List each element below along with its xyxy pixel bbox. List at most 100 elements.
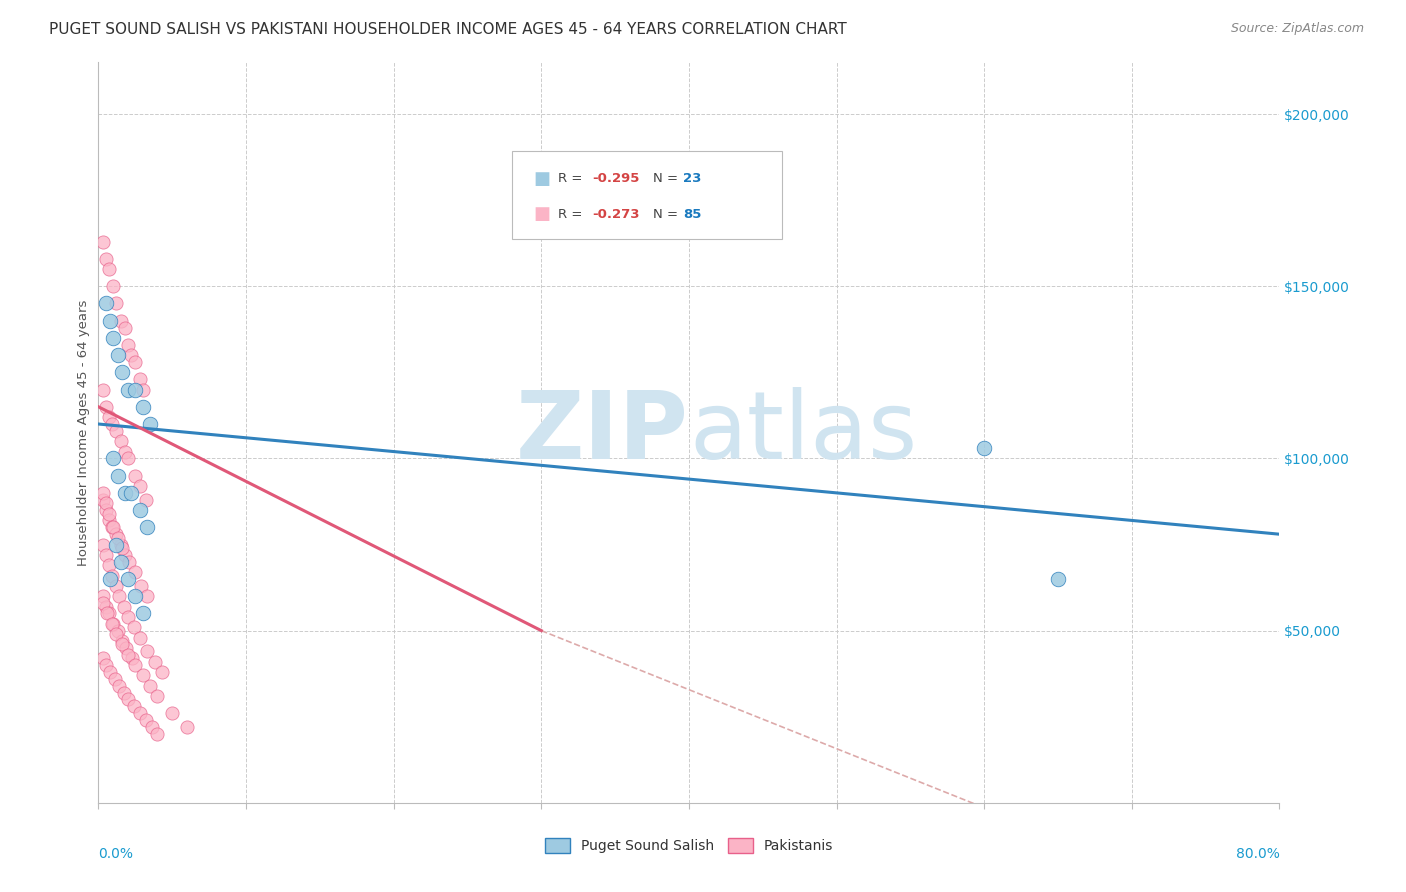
Point bbox=[114, 320, 136, 334]
Point bbox=[103, 451, 125, 466]
Point bbox=[117, 610, 139, 624]
Point bbox=[146, 689, 169, 703]
Point bbox=[128, 631, 150, 645]
Point bbox=[105, 537, 128, 551]
Point bbox=[1046, 572, 1070, 586]
Point bbox=[97, 507, 120, 521]
Point bbox=[91, 537, 114, 551]
Point bbox=[98, 572, 121, 586]
Point bbox=[94, 252, 117, 266]
Point bbox=[114, 486, 136, 500]
Point bbox=[91, 589, 114, 603]
Point bbox=[117, 648, 139, 662]
Point bbox=[136, 520, 159, 534]
Point bbox=[132, 607, 155, 621]
Point bbox=[107, 348, 129, 362]
Text: ■: ■ bbox=[533, 169, 550, 188]
Point bbox=[98, 314, 121, 328]
Point bbox=[973, 441, 995, 455]
Point bbox=[112, 599, 135, 614]
Point bbox=[111, 637, 134, 651]
Point bbox=[146, 727, 169, 741]
Point bbox=[135, 492, 157, 507]
Point bbox=[110, 314, 132, 328]
Point bbox=[141, 720, 163, 734]
Point bbox=[103, 331, 125, 345]
Point bbox=[103, 520, 125, 534]
Point bbox=[132, 383, 155, 397]
Point bbox=[117, 451, 139, 466]
Point bbox=[91, 596, 114, 610]
Point bbox=[132, 668, 155, 682]
Point bbox=[129, 579, 152, 593]
Text: R =: R = bbox=[558, 208, 586, 221]
Point bbox=[94, 658, 117, 673]
Point bbox=[124, 565, 146, 579]
Point bbox=[139, 679, 162, 693]
Point bbox=[132, 400, 155, 414]
Point bbox=[114, 444, 136, 458]
Point bbox=[105, 296, 128, 310]
Point bbox=[112, 685, 135, 699]
Point bbox=[124, 658, 146, 673]
Point bbox=[107, 531, 129, 545]
Text: 80.0%: 80.0% bbox=[1236, 847, 1279, 861]
Y-axis label: Householder Income Ages 45 - 64 years: Householder Income Ages 45 - 64 years bbox=[77, 300, 90, 566]
Legend: Puget Sound Salish, Pakistanis: Puget Sound Salish, Pakistanis bbox=[538, 833, 839, 859]
Point bbox=[110, 434, 132, 449]
Text: ■: ■ bbox=[533, 205, 550, 223]
Point bbox=[107, 468, 129, 483]
Point bbox=[124, 383, 146, 397]
Point bbox=[117, 692, 139, 706]
Point bbox=[100, 616, 122, 631]
Point bbox=[143, 655, 166, 669]
Point bbox=[128, 479, 150, 493]
Text: -0.273: -0.273 bbox=[592, 208, 640, 221]
Text: Source: ZipAtlas.com: Source: ZipAtlas.com bbox=[1230, 22, 1364, 36]
Point bbox=[94, 296, 117, 310]
Text: 0.0%: 0.0% bbox=[98, 847, 134, 861]
Point bbox=[110, 555, 132, 569]
Point bbox=[94, 599, 117, 614]
Point bbox=[105, 527, 128, 541]
Point bbox=[105, 627, 128, 641]
Point bbox=[111, 541, 134, 555]
Point bbox=[94, 400, 117, 414]
Point bbox=[117, 383, 139, 397]
Point bbox=[115, 640, 138, 655]
Text: ZIP: ZIP bbox=[516, 386, 689, 479]
Point bbox=[91, 235, 114, 249]
Point bbox=[100, 568, 122, 582]
Point bbox=[107, 624, 129, 638]
Text: atlas: atlas bbox=[689, 386, 917, 479]
Point bbox=[118, 555, 141, 569]
Point bbox=[97, 607, 120, 621]
Point bbox=[91, 492, 114, 507]
Point bbox=[124, 355, 146, 369]
Point bbox=[94, 503, 117, 517]
Point bbox=[91, 651, 114, 665]
Point bbox=[96, 607, 118, 621]
Point bbox=[97, 262, 120, 277]
Point bbox=[97, 558, 120, 573]
Point bbox=[124, 589, 146, 603]
Point bbox=[120, 486, 142, 500]
Point bbox=[104, 672, 127, 686]
Point bbox=[120, 348, 142, 362]
Text: -0.295: -0.295 bbox=[592, 172, 640, 186]
Point bbox=[110, 537, 132, 551]
Point bbox=[91, 383, 114, 397]
Point bbox=[103, 616, 125, 631]
Point bbox=[111, 365, 134, 379]
Text: N =: N = bbox=[652, 172, 682, 186]
Point bbox=[121, 651, 143, 665]
Text: N =: N = bbox=[652, 208, 682, 221]
Text: 23: 23 bbox=[683, 172, 702, 186]
Point bbox=[122, 620, 145, 634]
Point bbox=[105, 424, 128, 438]
Text: PUGET SOUND SALISH VS PAKISTANI HOUSEHOLDER INCOME AGES 45 - 64 YEARS CORRELATIO: PUGET SOUND SALISH VS PAKISTANI HOUSEHOL… bbox=[49, 22, 846, 37]
Text: 85: 85 bbox=[683, 208, 702, 221]
Point bbox=[94, 496, 117, 510]
Point bbox=[139, 417, 162, 431]
Point bbox=[117, 572, 139, 586]
